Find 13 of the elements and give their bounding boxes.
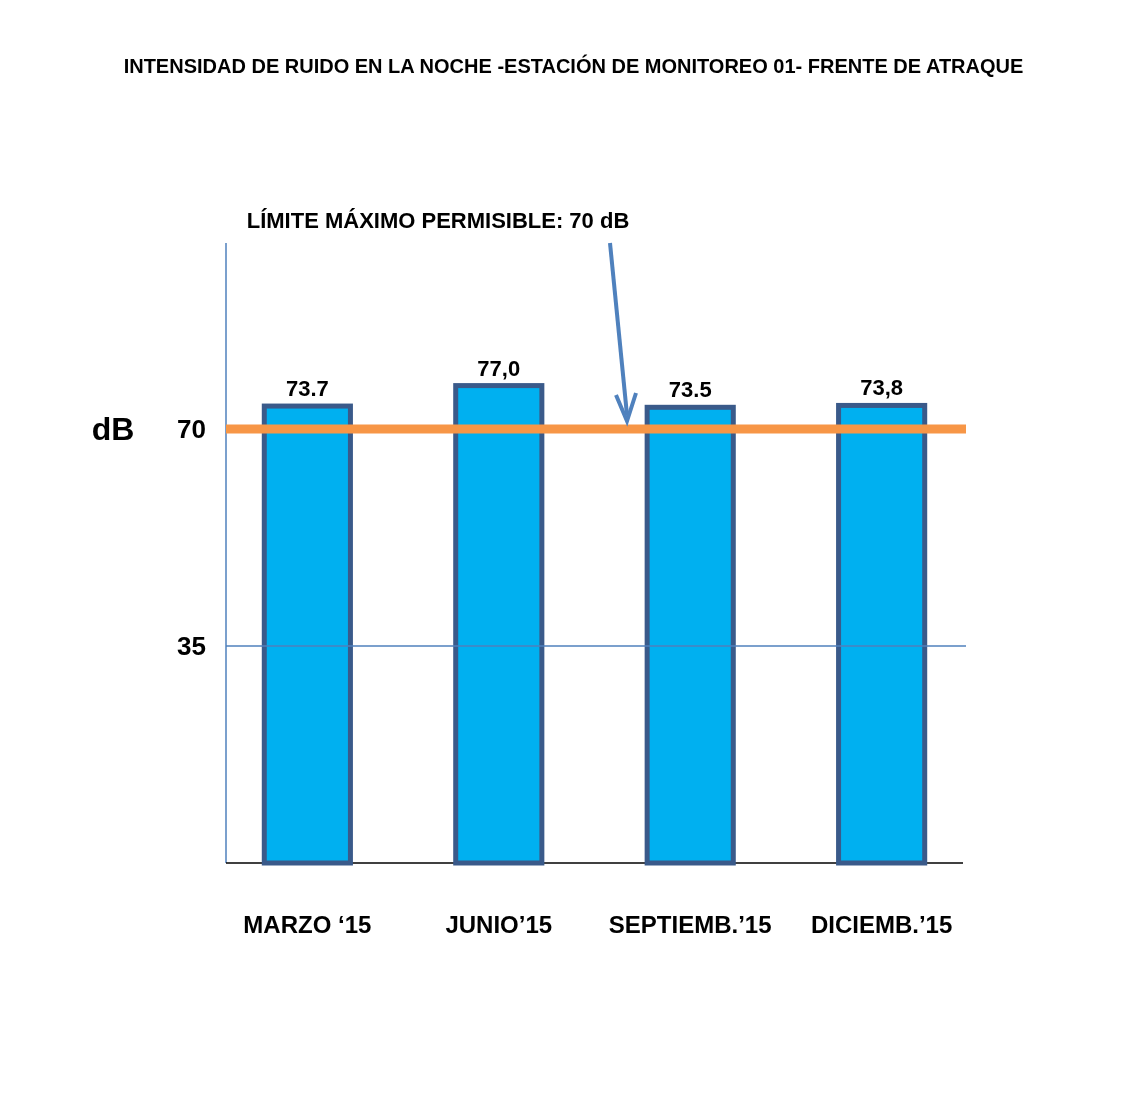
data-label: 77,0 [477, 355, 521, 381]
data-label: 73.7 [285, 376, 329, 402]
y-tick-label: 70 [177, 414, 206, 445]
y-tick-label: 35 [177, 631, 206, 662]
data-label: 73,8 [860, 375, 904, 401]
x-tick-label: MARZO ‘15 [243, 911, 372, 938]
text: LÍMITE MÁXIMO PERMISIBLE: 70 dB [246, 208, 630, 233]
data-label: 73.5 [668, 377, 712, 403]
x-tick-label: DICIEMB.’15 [810, 911, 953, 938]
chart-title: INTENSIDAD DE RUIDO EN LA NOCHE -ESTACIÓN DE MONITOREO 01- FRENTE DE ATRAQUE [123, 54, 1024, 77]
x-tick-label: SEPTIEMB.’15 [608, 911, 772, 938]
x-tick-label: JUNIO’15 [445, 911, 553, 938]
y-axis-title: dB [91, 411, 135, 448]
